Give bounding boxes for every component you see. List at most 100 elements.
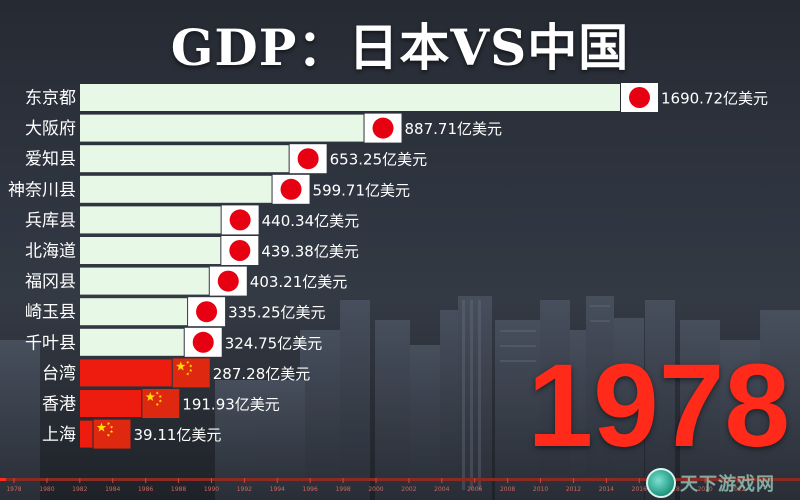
bar-row-7: 崎玉县 335.25亿美元 <box>25 297 326 327</box>
timeline-tick-label: 1998 <box>335 486 350 493</box>
japan-flag-icon <box>221 236 259 265</box>
bar-row-1: 大阪府 887.71亿美元 <box>25 113 503 143</box>
site-watermark: 天下游戏网 <box>640 466 800 500</box>
timeline-tick <box>79 478 81 483</box>
bar-row-10: 香港 191.93亿美元 <box>42 389 280 418</box>
timeline-tick-label: 2012 <box>566 486 581 493</box>
bar-row-8: 千叶县 324.75亿美元 <box>25 327 323 357</box>
timeline-tick-label: 1980 <box>39 486 54 493</box>
japan-flag-icon <box>364 113 402 143</box>
timeline-tick <box>737 478 739 483</box>
value-label: 403.21亿美元 <box>250 273 348 291</box>
timeline-tick-label: 2006 <box>467 486 482 493</box>
timeline-tick <box>178 478 180 483</box>
bar <box>80 175 272 203</box>
category-label: 神奈川县 <box>8 180 76 200</box>
timeline-tick-label: 1992 <box>237 486 252 493</box>
timeline-tick <box>243 478 245 483</box>
category-label: 上海 <box>42 425 76 445</box>
timeline-tick-label: 1978 <box>6 486 21 493</box>
timeline-tick-label: 2014 <box>599 486 614 493</box>
china-flag-icon <box>172 358 210 388</box>
bar <box>80 328 184 356</box>
value-label: 439.38亿美元 <box>261 243 359 261</box>
category-label: 崎玉县 <box>25 303 76 323</box>
bar <box>80 84 620 111</box>
timeline-tick <box>408 478 410 483</box>
value-label: 287.28亿美元 <box>213 365 311 383</box>
timeline-tick <box>276 478 278 483</box>
timeline-track <box>0 478 800 481</box>
year-counter: 1978 <box>527 340 790 472</box>
timeline-tick-label: 2020 <box>697 486 712 493</box>
timeline-tick <box>507 478 509 483</box>
timeline-tick <box>342 478 344 483</box>
category-label: 爱知县 <box>25 150 76 170</box>
bar-row-6: 福冈县 403.21亿美元 <box>25 266 348 296</box>
timeline-tick-label: 1996 <box>303 486 318 493</box>
value-label: 653.25亿美元 <box>330 151 428 169</box>
timeline-tick-label: 1994 <box>270 486 285 493</box>
category-label: 福冈县 <box>25 272 76 292</box>
timeline-tick <box>46 478 48 483</box>
value-label: 887.71亿美元 <box>405 120 503 138</box>
watermark-text: 天下游戏网 <box>680 474 775 495</box>
category-label: 香港 <box>42 395 76 415</box>
value-label: 1690.72亿美元 <box>661 90 768 108</box>
timeline-tick <box>210 478 212 483</box>
timeline-tick <box>572 478 574 483</box>
timeline-tick-label: 2002 <box>401 486 416 493</box>
timeline-tick <box>441 478 443 483</box>
timeline-tick-label: 2016 <box>632 486 647 493</box>
value-label: 440.34亿美元 <box>262 212 360 230</box>
bar <box>80 237 221 264</box>
watermark-logo-icon <box>646 468 676 498</box>
timeline-tick <box>540 478 542 483</box>
timeline-tick-label: 1986 <box>138 486 153 493</box>
china-flag-icon <box>142 389 180 418</box>
bar <box>80 390 142 417</box>
bar-row-3: 神奈川县 599.71亿美元 <box>8 174 411 204</box>
japan-flag-icon <box>209 266 247 296</box>
value-label: 191.93亿美元 <box>182 396 280 414</box>
category-label: 兵库县 <box>25 211 76 231</box>
timeline-tick-label: 2008 <box>500 486 515 493</box>
value-label: 599.71亿美元 <box>313 181 411 199</box>
timeline-tick <box>605 478 607 483</box>
china-flag-icon <box>93 419 131 449</box>
bar <box>80 420 93 448</box>
bar <box>80 145 289 173</box>
japan-flag-icon <box>188 297 226 327</box>
value-label: 335.25亿美元 <box>228 304 326 322</box>
value-label: 324.75亿美元 <box>225 334 323 352</box>
category-label: 大阪府 <box>25 119 76 139</box>
bar-row-5: 北海道 439.38亿美元 <box>25 236 359 265</box>
japan-flag-icon <box>621 83 658 112</box>
category-label: 台湾 <box>42 364 76 384</box>
bar <box>80 298 188 326</box>
bar <box>80 359 172 387</box>
timeline-tick-label: 1984 <box>105 486 120 493</box>
timeline-tick <box>474 478 476 483</box>
timeline-tick-label: 1990 <box>204 486 219 493</box>
japan-flag-icon <box>289 144 327 174</box>
chart-title: GDP：日本VS中国 <box>170 18 630 77</box>
timeline-tick-label: 2010 <box>533 486 548 493</box>
timeline-tick <box>309 478 311 483</box>
bar-row-2: 爱知县 653.25亿美元 <box>25 144 428 174</box>
category-label: 东京都 <box>25 89 76 109</box>
bar <box>80 114 364 142</box>
bar-row-9: 台湾 287.28亿美元 <box>42 358 311 388</box>
bar <box>80 267 209 295</box>
japan-flag-icon <box>272 174 310 204</box>
japan-flag-icon <box>184 327 222 357</box>
timeline-tick <box>704 478 706 483</box>
timeline-tick <box>375 478 377 483</box>
timeline-tick-label: 2000 <box>368 486 383 493</box>
timeline-tick <box>145 478 147 483</box>
timeline-progress <box>0 478 6 481</box>
bar-row-4: 兵库县 440.34亿美元 <box>25 205 360 235</box>
timeline-tick-label: 2004 <box>434 486 449 493</box>
